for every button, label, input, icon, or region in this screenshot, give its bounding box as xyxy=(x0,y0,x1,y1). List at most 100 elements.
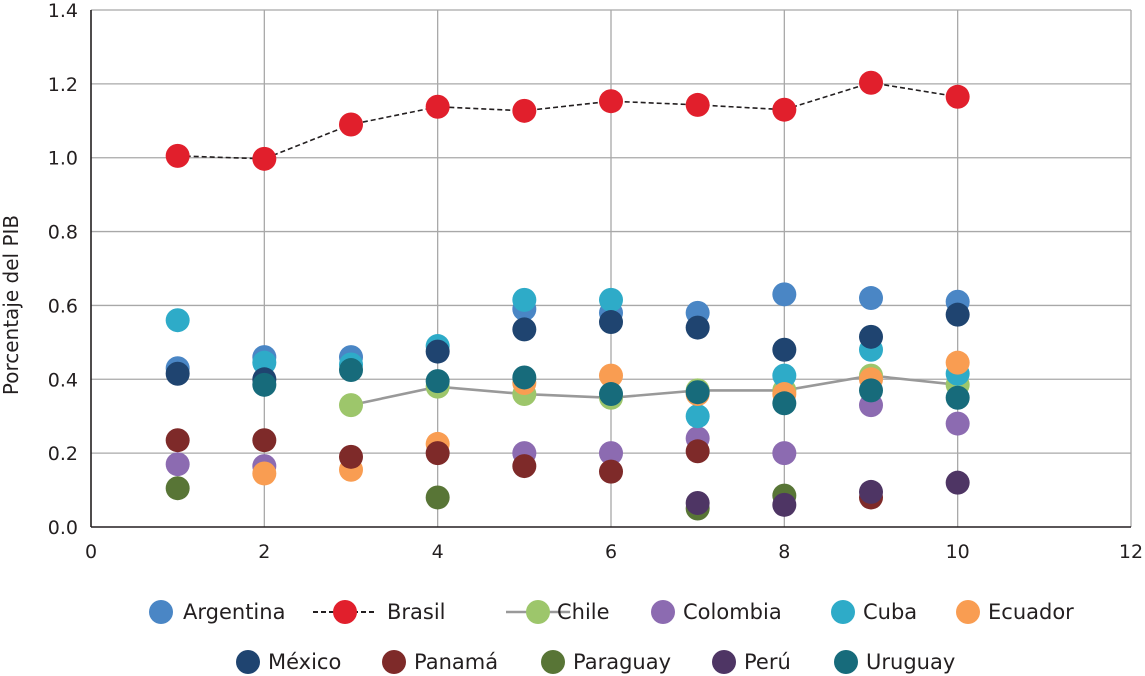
legend-label-panamá: Panamá xyxy=(414,650,498,674)
data-point-uruguay xyxy=(339,358,363,383)
y-tick-label: 0.0 xyxy=(48,517,78,539)
legend-label-brasil: Brasil xyxy=(387,600,446,624)
data-point-méxico xyxy=(512,317,537,342)
data-point-méxico xyxy=(425,339,450,364)
legend-label-chile: Chile xyxy=(557,600,610,624)
y-axis-title: Porcentaje del PIB xyxy=(0,215,23,395)
data-point-uruguay xyxy=(252,372,277,397)
data-point-cuba xyxy=(772,363,797,388)
data-point-panamá xyxy=(165,428,190,453)
data-point-uruguay xyxy=(685,380,710,405)
data-point-perú xyxy=(945,470,970,495)
data-point-uruguay xyxy=(425,369,450,394)
legend-marker-chile xyxy=(526,600,550,624)
data-point-panamá xyxy=(252,428,277,453)
data-point-brasil xyxy=(859,70,883,95)
data-point-panamá xyxy=(599,459,623,484)
x-tick-label: 0 xyxy=(85,541,97,563)
data-point-colombia xyxy=(165,452,190,477)
data-point-brasil xyxy=(772,97,797,122)
series-lines xyxy=(177,81,958,407)
legend-marker-ecuador xyxy=(956,600,980,624)
data-point-panamá xyxy=(339,444,363,469)
data-point-brasil xyxy=(165,143,190,168)
data-point-argentina xyxy=(859,286,883,311)
y-tick-label: 0.4 xyxy=(48,369,78,391)
data-point-panamá xyxy=(685,439,710,464)
data-point-brasil xyxy=(425,94,450,119)
legend-label-argentina: Argentina xyxy=(183,600,285,624)
series-line-brasil xyxy=(177,81,958,160)
data-point-méxico xyxy=(945,302,970,327)
legend-marker-panamá xyxy=(382,650,406,674)
data-point-perú xyxy=(859,479,883,504)
x-tick-label: 6 xyxy=(605,541,617,563)
data-point-ecuador xyxy=(599,363,623,388)
y-tick-label: 0.6 xyxy=(48,295,78,317)
x-tick-label: 8 xyxy=(778,541,790,563)
data-point-paraguay xyxy=(425,485,450,510)
data-point-brasil xyxy=(945,84,970,109)
x-tick-label: 12 xyxy=(1119,541,1143,563)
data-point-brasil xyxy=(512,98,537,123)
legend-marker-cuba xyxy=(831,600,855,624)
y-tick-label: 0.2 xyxy=(48,443,78,465)
data-point-ecuador xyxy=(945,350,970,375)
legend-label-colombia: Colombia xyxy=(683,600,782,624)
data-point-chile xyxy=(339,393,363,418)
legend-label-ecuador: Ecuador xyxy=(988,600,1074,624)
data-point-cuba xyxy=(685,404,710,429)
series-line-chile xyxy=(350,374,958,407)
x-tick-label: 4 xyxy=(432,541,444,563)
legend-label-cuba: Cuba xyxy=(863,600,917,624)
data-point-uruguay xyxy=(945,385,970,410)
data-point-uruguay xyxy=(859,378,883,403)
data-point-perú xyxy=(685,490,710,515)
legend-marker-méxico xyxy=(236,650,260,674)
data-point-méxico xyxy=(599,310,623,335)
x-tick-label: 2 xyxy=(258,541,270,563)
legend-label-perú: Perú xyxy=(744,650,791,674)
y-tick-label: 0.8 xyxy=(48,222,78,244)
data-point-cuba xyxy=(512,287,537,312)
data-point-cuba xyxy=(252,350,277,375)
data-point-colombia xyxy=(772,441,797,466)
legend-marker-colombia xyxy=(651,600,675,624)
legend-marker-argentina xyxy=(149,600,173,624)
data-point-méxico xyxy=(685,315,710,340)
tick-labels: 0 2 4 6 8 10 12 0.0 0.2 0.4 0.6 0.8 1.0 1.2 1.4 xyxy=(48,0,1143,563)
legend-label-uruguay: Uruguay xyxy=(866,650,955,674)
legend-marker-brasil xyxy=(333,600,357,624)
data-point-uruguay xyxy=(599,382,623,407)
x-tick-label: 10 xyxy=(946,541,970,563)
data-point-méxico xyxy=(772,337,797,362)
data-points xyxy=(165,70,970,521)
data-point-uruguay xyxy=(512,365,537,390)
data-point-brasil xyxy=(599,89,623,114)
data-point-panamá xyxy=(512,454,537,479)
data-point-argentina xyxy=(772,282,797,307)
data-point-colombia xyxy=(945,411,970,436)
data-point-brasil xyxy=(685,92,710,117)
legend-marker-paraguay xyxy=(541,650,565,674)
data-point-uruguay xyxy=(772,391,797,416)
legend-marker-perú xyxy=(712,650,736,674)
data-point-panamá xyxy=(425,441,450,466)
legend-label-paraguay: Paraguay xyxy=(573,650,671,674)
data-point-brasil xyxy=(252,146,277,171)
legend-label-méxico: México xyxy=(268,650,341,674)
legend: Argentina Brasil Chile Colombia Cuba Ecuador M… xyxy=(149,600,1074,674)
data-point-perú xyxy=(772,492,797,517)
legend-marker-uruguay xyxy=(834,650,858,674)
data-point-méxico xyxy=(859,324,883,349)
axes xyxy=(90,10,1131,528)
y-tick-label: 1.2 xyxy=(48,74,78,96)
data-point-cuba xyxy=(599,287,623,312)
y-tick-label: 1.0 xyxy=(48,148,78,170)
data-point-paraguay xyxy=(165,476,190,501)
y-tick-label: 1.4 xyxy=(48,0,78,22)
data-point-cuba xyxy=(165,308,190,333)
data-point-brasil xyxy=(339,112,363,137)
data-point-méxico xyxy=(165,361,190,386)
